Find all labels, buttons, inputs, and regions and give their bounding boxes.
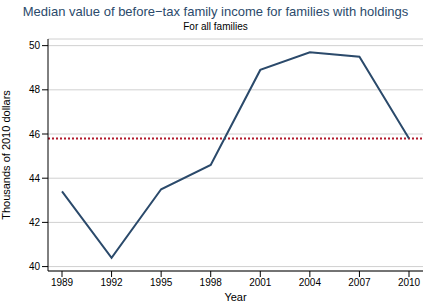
svg-text:50: 50 xyxy=(29,40,41,51)
svg-text:44: 44 xyxy=(29,173,41,184)
svg-text:2004: 2004 xyxy=(299,277,322,288)
svg-text:1995: 1995 xyxy=(150,277,173,288)
html-text:For all families: For all families xyxy=(183,21,248,32)
svg-text:42: 42 xyxy=(29,217,41,228)
svg-text:1989: 1989 xyxy=(51,277,74,288)
svg-text:1992: 1992 xyxy=(100,277,123,288)
svg-text:46: 46 xyxy=(29,129,41,140)
svg-text:48: 48 xyxy=(29,84,41,95)
svg-text:1998: 1998 xyxy=(200,277,223,288)
svg-text:2010: 2010 xyxy=(398,277,421,288)
svg-text:Year: Year xyxy=(224,291,247,303)
html-text:Median value of before−tax fam: Median value of before−tax family income… xyxy=(22,4,409,19)
svg-text:2007: 2007 xyxy=(348,277,371,288)
svg-text:Thousands of 2010 dollars: Thousands of 2010 dollars xyxy=(8,90,12,220)
svg-text:40: 40 xyxy=(29,261,41,272)
svg-text:2001: 2001 xyxy=(249,277,272,288)
